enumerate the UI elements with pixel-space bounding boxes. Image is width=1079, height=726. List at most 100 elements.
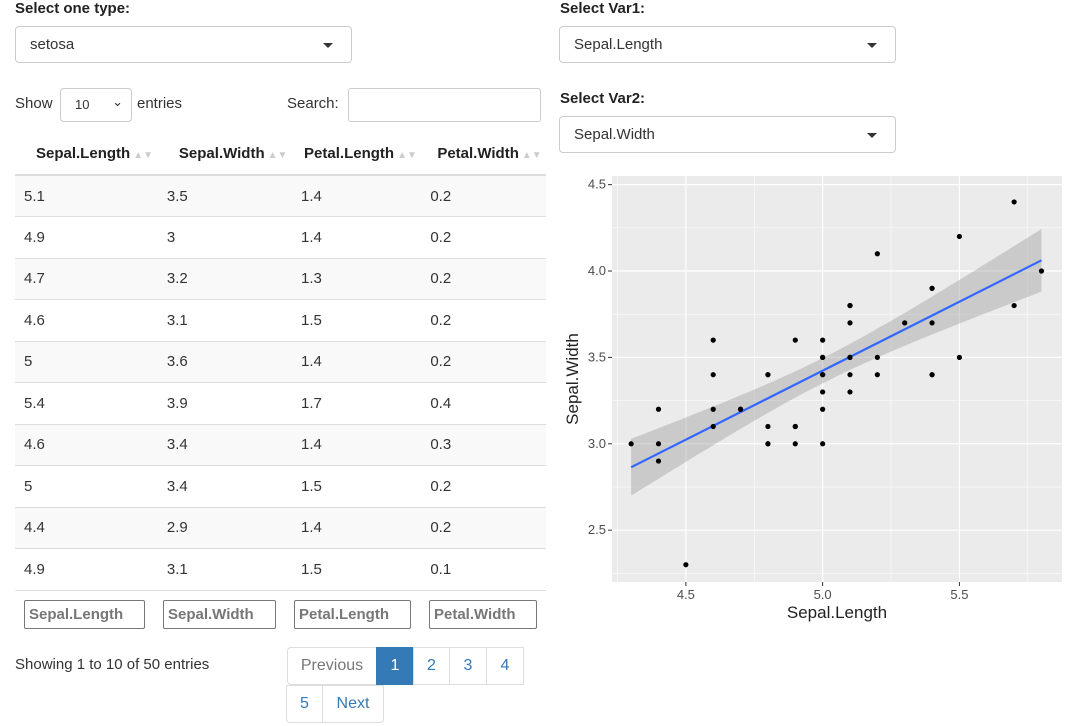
table-cell: 4.6	[15, 299, 158, 342]
y-tick-label: 3.5	[588, 349, 606, 364]
data-point	[820, 337, 826, 343]
data-point	[847, 354, 853, 361]
length-value: 10	[75, 97, 90, 112]
table-cell: 3.5	[157, 175, 293, 217]
page-2-button[interactable]: 2	[413, 647, 450, 685]
page-1-button[interactable]: 1	[376, 647, 414, 685]
column-header-label: Sepal.Length	[36, 145, 131, 162]
table-cell: 0.2	[421, 175, 546, 217]
table-cell: 0.2	[421, 341, 546, 383]
table-cell: 0.4	[421, 382, 546, 425]
data-point	[792, 441, 798, 447]
type-select-label: Select one type:	[15, 0, 131, 17]
chevron-down-icon: ⌄	[112, 94, 123, 109]
table-cell: 0.2	[421, 299, 546, 342]
data-point	[929, 320, 935, 326]
column-filter-input[interactable]: Petal.Width	[429, 600, 537, 629]
previous-button[interactable]: Previous	[287, 647, 377, 685]
data-point	[820, 372, 826, 378]
table-cell: 0.2	[421, 216, 546, 259]
data-point	[874, 354, 880, 361]
type-select[interactable]: setosa	[15, 26, 352, 63]
table-cell: 0.2	[421, 507, 546, 549]
table-row: 4.9 3 1.4 0.2	[15, 216, 546, 259]
table-row: 5.4 3.9 1.7 0.4	[15, 382, 546, 425]
table-cell: 1.5	[292, 299, 422, 342]
data-point	[655, 406, 662, 412]
column-header[interactable]: Petal.Width ▲▼	[421, 133, 546, 176]
page-4-button[interactable]: 4	[486, 647, 524, 685]
table-row: 4.7 3.2 1.3 0.2	[15, 258, 546, 300]
table-row: 5.1 3.5 1.4 0.2	[15, 175, 546, 217]
column-header-label: Petal.Width	[437, 145, 519, 162]
var1-select[interactable]: Sepal.Length	[559, 26, 896, 63]
search-label: Search:	[287, 95, 339, 112]
data-point	[710, 423, 716, 430]
data-point	[710, 372, 716, 378]
table-row: 4.4 2.9 1.4 0.2	[15, 507, 546, 549]
data-point	[765, 372, 771, 378]
y-tick-label: 4.5	[588, 177, 606, 192]
table-cell: 1.3	[292, 258, 422, 300]
table-cell: 0.3	[421, 424, 546, 466]
data-point	[683, 562, 689, 568]
table-cell: 4.4	[15, 507, 158, 549]
caret-down-icon	[867, 43, 877, 48]
var2-select[interactable]: Sepal.Width	[559, 116, 896, 153]
show-label: Show	[15, 95, 53, 112]
next-button[interactable]: Next	[322, 685, 384, 723]
column-header[interactable]: Sepal.Width ▲▼	[157, 133, 293, 176]
table-cell: 3.4	[157, 424, 293, 466]
table-cell: 4.7	[15, 258, 158, 300]
data-point	[737, 406, 744, 412]
data-point	[710, 337, 716, 343]
column-header[interactable]: Sepal.Length ▲▼	[15, 133, 158, 176]
column-filter-input[interactable]: Petal.Length	[294, 600, 411, 629]
table-cell: 3.2	[157, 258, 293, 300]
table-row: 5 3.6 1.4 0.2	[15, 341, 546, 383]
table-row: 4.6 3.4 1.4 0.3	[15, 424, 546, 466]
entries-length-select[interactable]: 10 ⌄	[60, 88, 132, 122]
data-point	[1038, 268, 1045, 274]
table-cell: 1.4	[292, 216, 422, 259]
caret-down-icon	[323, 43, 333, 48]
column-filter-input[interactable]: Sepal.Width	[163, 600, 276, 629]
page-5-button[interactable]: 5	[286, 685, 323, 723]
table-cell: 3.1	[157, 548, 293, 591]
data-point	[847, 389, 853, 395]
data-point	[929, 372, 935, 378]
regression-line	[630, 259, 1042, 469]
table-cell: 5.4	[15, 382, 158, 425]
table-cell: 1.4	[292, 507, 422, 549]
data-point	[792, 337, 798, 343]
table-cell: 5	[15, 465, 158, 508]
caret-down-icon	[867, 133, 877, 138]
table-cell: 4.6	[15, 424, 158, 466]
data-point	[847, 302, 853, 309]
table-cell: 1.4	[292, 175, 422, 217]
table-row: 4.9 3.1 1.5 0.1	[15, 548, 546, 591]
table-cell: 1.5	[292, 465, 422, 508]
data-point	[847, 372, 853, 378]
data-point	[956, 354, 963, 361]
search-input[interactable]	[348, 88, 541, 122]
table-cell: 0.2	[421, 258, 546, 300]
var2-select-label: Select Var2:	[560, 90, 646, 107]
table-cell: 2.9	[157, 507, 293, 549]
var1-select-value: Sepal.Length	[574, 36, 663, 53]
column-header-label: Sepal.Width	[178, 145, 265, 162]
x-tick-label: 5.5	[950, 587, 968, 602]
sort-icon: ▲▼	[267, 150, 288, 161]
plot-panel	[612, 176, 1062, 582]
page-3-button[interactable]: 3	[449, 647, 487, 685]
scatter-plot: 4.5 5.0 5.5 2.5 3.0 3.5 4.0 4.5 Sepal.Length Se…	[563, 176, 1062, 622]
var2-select-value: Sepal.Width	[574, 126, 655, 143]
column-filter-input[interactable]: Sepal.Length	[24, 600, 145, 629]
data-point	[847, 320, 853, 326]
column-header[interactable]: Petal.Length ▲▼	[292, 133, 422, 176]
data-point	[820, 354, 826, 361]
confidence-band	[631, 229, 1042, 496]
data-point	[765, 441, 771, 447]
y-axis-title: Sepal.Width	[563, 333, 582, 425]
table-cell: 1.4	[292, 341, 422, 383]
